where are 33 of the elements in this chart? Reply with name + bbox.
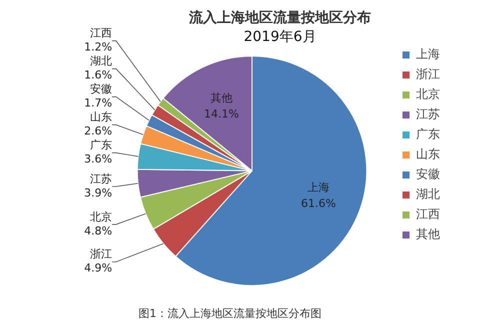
data-label: 3.6% bbox=[84, 152, 112, 166]
legend-label: 江苏 bbox=[416, 107, 440, 122]
slice-label: 山东 bbox=[90, 110, 112, 124]
slice-label: 北京 bbox=[90, 210, 112, 224]
data-label: 1.2% bbox=[84, 40, 112, 54]
chart-subtitle: 2019年6月 bbox=[244, 28, 316, 45]
legend-label: 安徽 bbox=[416, 167, 440, 182]
data-label: 14.1% bbox=[204, 107, 239, 120]
legend-label: 广东 bbox=[416, 127, 440, 142]
legend-label: 浙江 bbox=[416, 67, 440, 82]
caption: 图1：流入上海地区流量按地区分布图 bbox=[138, 306, 322, 320]
legend-label: 其他 bbox=[416, 227, 440, 242]
data-label: 3.9% bbox=[84, 186, 112, 200]
legend-label: 湖北 bbox=[416, 187, 440, 202]
legend-label: 江西 bbox=[416, 207, 440, 222]
slice-label: 广东 bbox=[90, 138, 112, 152]
data-label: 4.9% bbox=[84, 262, 112, 275]
data-label: 4.8% bbox=[84, 224, 112, 238]
slice-label: 湖北 bbox=[90, 54, 112, 68]
chart-title: 流入上海地区流量按地区分布 bbox=[188, 9, 371, 26]
legend-label: 山东 bbox=[416, 147, 440, 162]
slice-label: 上海 bbox=[307, 181, 330, 194]
slice-label: 浙江 bbox=[90, 248, 112, 261]
slice-label: 江西 bbox=[90, 26, 112, 40]
slice-label: 安徽 bbox=[90, 82, 112, 96]
data-label: 1.7% bbox=[84, 96, 112, 110]
slice-label: 江苏 bbox=[90, 172, 112, 186]
data-label: 1.6% bbox=[84, 68, 112, 82]
legend-label: 上海 bbox=[416, 47, 440, 62]
slice-label: 其他 bbox=[210, 91, 233, 104]
data-label: 2.6% bbox=[84, 124, 112, 138]
data-label: 61.6% bbox=[300, 197, 336, 210]
legend-label: 北京 bbox=[416, 87, 440, 102]
